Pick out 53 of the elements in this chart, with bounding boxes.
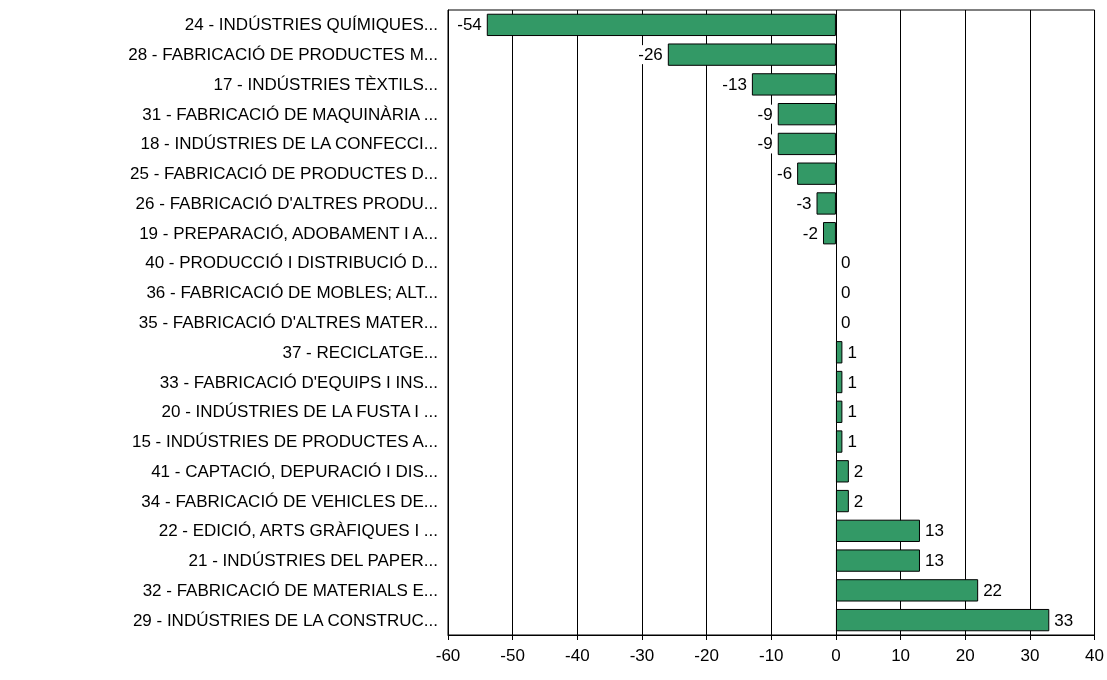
y-tick-label: 15 - INDÚSTRIES DE PRODUCTES A...	[131, 432, 438, 452]
y-tick-label: 36 - FABRICACIÓ DE MOBLES; ALT...	[146, 283, 438, 303]
data-label: -54	[457, 15, 482, 35]
y-tick-label: 40 - PRODUCCIÓ I DISTRIBUCIÓ D...	[145, 253, 438, 273]
y-tick-label: 33 - FABRICACIÓ D'EQUIPS I INS...	[159, 372, 438, 392]
y-tick-label: 26 - FABRICACIÓ D'ALTRES PRODU...	[135, 193, 438, 213]
x-tick-label: -60	[435, 646, 461, 665]
x-tick-label: -20	[694, 646, 719, 665]
data-label: 1	[847, 342, 857, 362]
x-tick-label: 10	[891, 646, 911, 665]
x-tick-label: 30	[1020, 646, 1040, 665]
data-label: 13	[924, 551, 944, 571]
y-tick-label: 35 - FABRICACIÓ D'ALTRES MATER...	[138, 313, 438, 332]
data-label: 33	[1054, 610, 1074, 630]
data-label: -26	[638, 45, 663, 65]
y-tick-label: 37 - RECICLATGE...	[282, 342, 438, 362]
y-tick-label: 22 - EDICIÓ, ARTS GRÀFIQUES I ...	[158, 521, 438, 541]
data-label: -9	[757, 104, 773, 124]
y-tick-label: 25 - FABRICACIÓ DE PRODUCTES D...	[130, 164, 438, 184]
data-label: 22	[983, 580, 1003, 600]
data-label: 0	[840, 313, 851, 332]
data-label: -6	[777, 164, 793, 184]
data-label: -13	[722, 74, 747, 94]
data-label: 0	[840, 283, 851, 303]
data-label: 2	[853, 491, 864, 511]
y-tick-label: 18 - INDÚSTRIES DE LA CONFECCI...	[140, 134, 438, 154]
data-label: 2	[853, 461, 864, 481]
y-tick-label: 29 - INDÚSTRIES DE LA CONSTRUC...	[132, 610, 438, 630]
y-tick-label: 32 - FABRICACIÓ DE MATERIALS E...	[142, 580, 438, 600]
y-tick-label: 24 - INDÚSTRIES QUÍMIQUES...	[184, 15, 438, 35]
data-label: 1	[847, 402, 857, 422]
x-tick-label: -50	[500, 646, 525, 665]
y-tick-label: 31 - FABRICACIÓ DE MAQUINÀRIA ...	[142, 104, 438, 124]
data-label: -3	[796, 193, 812, 213]
y-tick-label: 34 - FABRICACIÓ DE VEHICLES DE...	[141, 491, 438, 511]
x-tick-label: -30	[629, 646, 655, 665]
x-tick-label: -40	[565, 646, 590, 665]
data-label: 1	[847, 432, 857, 452]
x-tick-label: 0	[831, 646, 841, 665]
y-tick-label: 20 - INDÚSTRIES DE LA FUSTA I ...	[161, 402, 438, 422]
y-tick-label: 21 - INDÚSTRIES DEL PAPER...	[188, 551, 438, 571]
data-label: 0	[840, 253, 851, 273]
y-tick-label: 17 - INDÚSTRIES TÈXTILS...	[213, 74, 438, 94]
x-tick-label: 40	[1085, 646, 1105, 665]
data-label: -2	[802, 223, 818, 243]
data-label: 1	[847, 372, 857, 392]
data-label: 13	[924, 521, 944, 541]
x-tick-label: -10	[758, 646, 784, 665]
y-tick-label: 41 - CAPTACIÓ, DEPURACIÓ I DIS...	[151, 461, 438, 481]
x-tick-label: 20	[955, 646, 975, 665]
y-tick-label: 28 - FABRICACIÓ DE PRODUCTES M...	[128, 45, 438, 65]
y-tick-label: 19 - PREPARACIÓ, ADOBAMENT I A...	[139, 223, 438, 243]
data-label: -9	[757, 134, 773, 154]
